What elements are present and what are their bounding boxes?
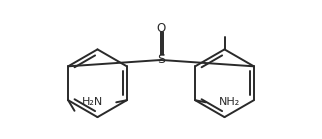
Text: O: O [156,22,166,35]
Text: H₂N: H₂N [82,97,104,107]
Text: S: S [157,54,165,66]
Text: NH₂: NH₂ [218,97,240,107]
